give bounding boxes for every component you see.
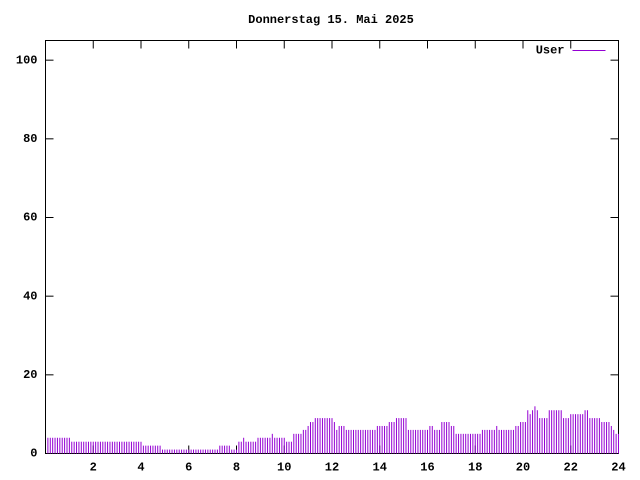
x-tick-label: 20 [516,461,530,475]
y-tick-label: 0 [30,447,37,461]
x-tick-label: 8 [233,461,240,475]
x-tick-label: 4 [137,461,144,475]
x-tick-label: 2 [90,461,97,475]
x-tick-label: 14 [373,461,387,475]
legend-label: User [536,44,565,58]
y-tick-label: 100 [16,53,38,67]
x-tick-label: 16 [420,461,434,475]
y-tick-label: 60 [23,211,37,225]
chart-title: Donnerstag 15. Mai 2025 [248,13,414,27]
x-tick-label: 22 [564,461,578,475]
x-tick-label: 12 [325,461,339,475]
y-tick-label: 40 [23,289,37,303]
x-tick-label: 10 [277,461,291,475]
y-tick-label: 20 [23,368,37,382]
y-tick-label: 80 [23,132,37,146]
x-tick-label: 24 [611,461,625,475]
x-tick-label: 18 [468,461,482,475]
x-tick-label: 6 [185,461,192,475]
